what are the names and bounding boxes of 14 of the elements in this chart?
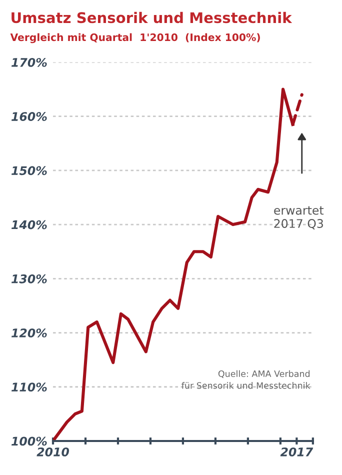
annotation: erwartet 2017 Q3 [274, 206, 324, 230]
y-tick-label: 170% [11, 58, 47, 67]
chart-subtitle: Vergleich mit Quartal 1'2010 (Index 100%) [10, 33, 260, 44]
y-tick-label: 120% [11, 328, 47, 338]
y-tick-label: 100% [11, 436, 47, 446]
y-tick-label: 110% [11, 382, 47, 392]
x-tick-label: 2017 [280, 447, 314, 456]
y-tick-label: 140% [11, 220, 47, 230]
y-tick-label: 130% [11, 274, 47, 284]
x-tick-label: 2010 [36, 447, 70, 456]
y-tick-label: 150% [11, 166, 47, 176]
y-tick-label: 160% [11, 112, 47, 121]
annotation: Quelle: AMA Verband für Sensorik und Messtechnik [182, 370, 310, 389]
chart-title: Umsatz Sensorik und Messtechnik [12, 12, 292, 24]
